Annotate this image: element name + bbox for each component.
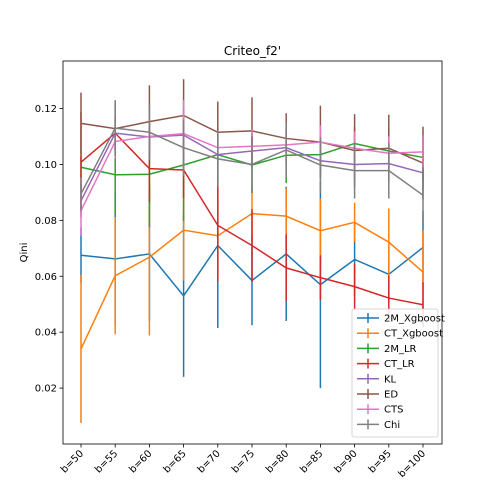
legend-label: ED: [384, 390, 398, 401]
legend-item: Chi: [357, 419, 400, 431]
legend-label: Chi: [384, 420, 400, 431]
y-axis: 0.02 0.04 0.06 0.08 0.10 0.12: [35, 104, 63, 395]
legend-label: CT_Xgboost: [384, 329, 443, 340]
series-layer: [80, 79, 424, 424]
legend-label: KL: [384, 374, 397, 385]
legend-item: CT_LR: [357, 358, 415, 370]
y-tick-label: 0.08: [35, 216, 57, 227]
legend-item: CTS: [357, 404, 403, 416]
legend-label: 2M_LR: [384, 344, 417, 355]
y-tick-label: 0.04: [35, 328, 57, 339]
series-chi: [80, 100, 424, 224]
legend-item: 2M_LR: [357, 343, 417, 355]
y-tick-label: 0.12: [35, 104, 57, 115]
legend-item: ED: [357, 389, 398, 401]
y-tick-label: 0.02: [35, 384, 57, 395]
legend-item: KL: [357, 373, 397, 385]
chart-title: Criteo_f2': [224, 44, 281, 58]
legend-label: CT_LR: [384, 359, 415, 370]
y-tick-label: 0.06: [35, 272, 57, 283]
y-tick-label: 0.10: [35, 160, 57, 171]
legend: 2M_Xgboost CT_Xgboost 2M_LR CT_LR KL ED CTS Chi: [351, 308, 445, 438]
legend-item: CT_Xgboost: [357, 328, 443, 340]
legend-item: 2M_Xgboost: [357, 313, 445, 325]
legend-label: 2M_Xgboost: [384, 314, 445, 325]
plot-area-frame: [62, 60, 443, 445]
legend-frame: [351, 308, 439, 438]
y-axis-title: Qini: [19, 243, 30, 263]
legend-label: CTS: [384, 405, 403, 416]
